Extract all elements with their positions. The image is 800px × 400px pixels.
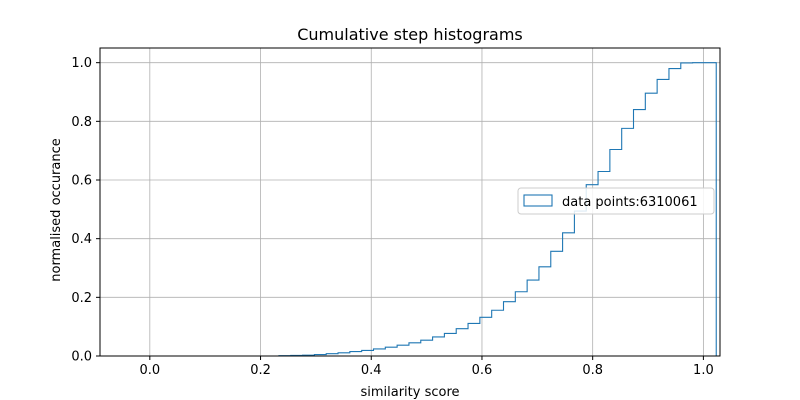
y-axis-label: normalised occurance (49, 138, 64, 282)
y-tick-label: 0.4 (71, 232, 92, 247)
x-tick-label: 0.6 (472, 363, 493, 378)
x-tick-label: 0.2 (250, 363, 271, 378)
y-tick-label: 0.0 (71, 350, 92, 365)
legend-swatch (523, 194, 553, 207)
chart-title: Cumulative step histograms (297, 25, 523, 44)
x-tick-label: 0.8 (582, 363, 603, 378)
y-tick-label: 0.6 (71, 174, 92, 189)
x-tick-label: 0.0 (139, 363, 160, 378)
plot-frame (99, 47, 721, 357)
x-tick-label: 1.0 (693, 363, 714, 378)
axis-ticks: 0.0 0.2 0.4 0.6 0.8 1.0 0.0 0.2 0.4 0.6 0.8 1.0 (71, 56, 713, 378)
legend-label: data points:6310061 (562, 195, 698, 210)
x-tick-label: 0.4 (361, 363, 382, 378)
legend: data points:6310061 (517, 187, 715, 215)
x-axis-label: similarity score (360, 385, 459, 400)
y-tick-label: 0.8 (71, 115, 92, 130)
y-tick-label: 1.0 (71, 56, 92, 71)
y-tick-label: 0.2 (71, 291, 92, 306)
legend-box (517, 187, 715, 215)
